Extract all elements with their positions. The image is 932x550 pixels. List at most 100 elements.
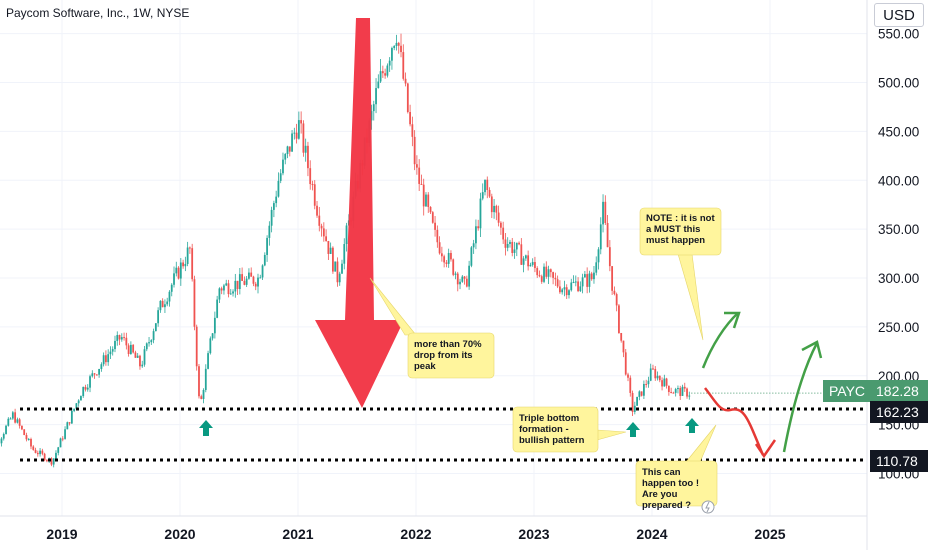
x-tick-label: 2019: [46, 526, 77, 542]
candle-body: [320, 225, 323, 229]
candle-body: [173, 273, 175, 285]
candle-body: [411, 124, 414, 137]
x-tick-label: 2022: [400, 526, 431, 542]
candle-body: [504, 239, 507, 248]
candle-body: [45, 460, 48, 462]
x-tick-label: 2023: [518, 526, 549, 542]
candle-body: [375, 88, 377, 105]
candle-body: [254, 283, 257, 287]
candle-body: [672, 392, 675, 394]
triple-note-pointer: [596, 429, 627, 441]
candle-body: [129, 344, 132, 355]
y-tick-label: 250.00: [878, 320, 919, 335]
candle-body: [272, 203, 275, 210]
candle-body: [98, 368, 101, 375]
y-tick-label: 500.00: [878, 76, 919, 91]
candle-body: [577, 281, 579, 292]
ticker-tag: PAYC: [823, 380, 870, 402]
candle-body: [381, 71, 384, 74]
candle-body: [565, 287, 568, 296]
candle-body: [111, 349, 114, 352]
candle-body: [552, 272, 555, 278]
candle-body: [370, 111, 373, 121]
candle-body: [633, 405, 636, 412]
candle-body: [132, 344, 135, 353]
candle-body: [293, 132, 296, 134]
candle-body: [599, 224, 602, 250]
candle-body: [402, 52, 405, 79]
currency-button[interactable]: USD: [874, 3, 924, 27]
candle-body: [266, 237, 268, 255]
candle-body: [73, 408, 76, 412]
candle-body: [422, 184, 425, 207]
candle-body: [479, 198, 482, 229]
candle-body: [681, 386, 684, 396]
candle-body: [223, 285, 225, 291]
candle-body: [547, 269, 550, 277]
x-tick-label: 2024: [636, 526, 667, 542]
candle-body: [157, 310, 160, 324]
candle-body: [554, 277, 557, 280]
candle-body: [454, 273, 457, 275]
candle-body: [515, 242, 518, 250]
candle-body: [100, 364, 103, 369]
candle-body: [86, 387, 89, 390]
candle-body: [409, 112, 411, 125]
candle-body: [461, 276, 464, 282]
candle-body: [89, 376, 91, 388]
up-arrow-2023: [626, 422, 640, 437]
candle-body: [252, 276, 255, 284]
candle-body: [631, 392, 634, 412]
candle-body: [209, 338, 212, 354]
candle-body: [259, 277, 262, 279]
candle-body: [175, 267, 178, 274]
candle-body: [450, 252, 452, 260]
candle-body: [139, 355, 141, 367]
candle-body: [602, 201, 604, 225]
candle-body: [36, 452, 39, 455]
candlestick-series: [0, 33, 867, 468]
candle-body: [229, 293, 232, 295]
candle-body: [0, 438, 3, 444]
candle-body: [549, 269, 552, 273]
candle-body: [152, 331, 155, 341]
candle-body: [638, 391, 641, 397]
candle-body: [404, 78, 407, 84]
candle-body: [7, 418, 10, 426]
candle-body: [620, 333, 623, 341]
candle-body: [618, 305, 620, 334]
candle-body: [427, 194, 430, 207]
candle-body: [581, 277, 584, 287]
level-tag-162: 162.23: [870, 401, 928, 423]
candle-body: [61, 438, 64, 440]
candle-body: [123, 337, 125, 339]
candle-body: [477, 226, 480, 229]
candle-body: [416, 164, 418, 168]
candle-body: [118, 335, 121, 340]
candle-body: [608, 247, 611, 267]
candle-body: [643, 383, 645, 396]
candle-body: [311, 184, 314, 186]
candle-body: [595, 262, 598, 273]
candle-body: [613, 290, 616, 295]
candle-body: [154, 323, 157, 332]
candle-body: [136, 355, 139, 358]
candle-body: [627, 374, 629, 378]
candle-body: [282, 159, 284, 174]
candle-body: [579, 286, 582, 292]
candle-body: [109, 351, 112, 355]
candle-body: [32, 446, 35, 450]
candle-body: [683, 386, 686, 389]
candle-body: [486, 179, 489, 190]
candle-body: [440, 253, 443, 257]
bearish-projection-line: [704, 387, 765, 456]
candle-body: [145, 343, 148, 350]
candle-body: [463, 276, 466, 279]
candle-body: [593, 272, 595, 280]
candle-body: [556, 279, 559, 287]
up-arrow-2020: [199, 420, 213, 436]
candle-body: [284, 154, 287, 160]
candle-body: [674, 389, 677, 393]
candle-body: [52, 458, 55, 465]
